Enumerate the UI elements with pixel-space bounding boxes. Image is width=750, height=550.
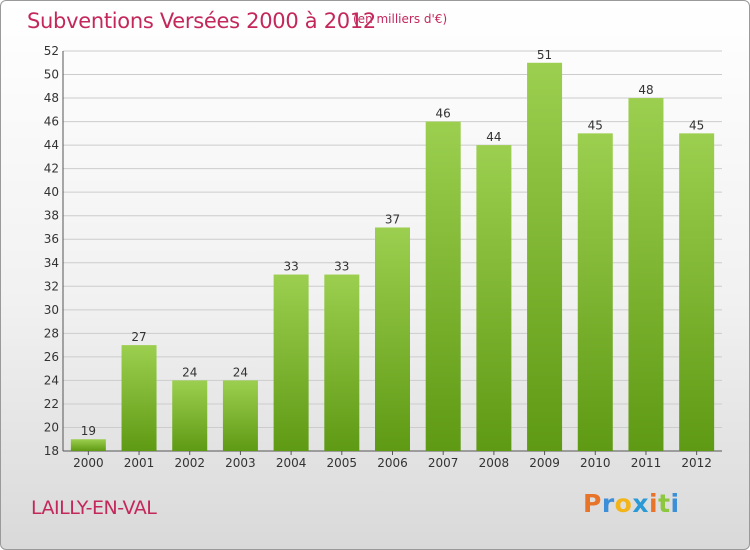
chart-subtitle: (en milliers d'€) <box>353 12 448 26</box>
x-tick-label: 2005 <box>327 456 358 470</box>
value-label-2011: 48 <box>638 83 653 97</box>
value-label-2010: 45 <box>588 118 603 132</box>
y-tick-label: 34 <box>44 256 59 270</box>
bar-2012 <box>679 133 715 451</box>
value-label-2004: 33 <box>283 260 298 274</box>
logo-letter: i <box>649 489 659 518</box>
logo-letter: x <box>632 489 649 518</box>
bars <box>70 62 715 452</box>
y-tick-label: 48 <box>44 91 59 105</box>
value-label-2002: 24 <box>182 365 197 379</box>
y-tick-label: 38 <box>44 209 59 223</box>
value-label-2007: 46 <box>436 107 451 121</box>
y-tick-label: 22 <box>44 397 59 411</box>
y-tick-label: 20 <box>44 420 59 434</box>
bar-2006 <box>375 227 410 451</box>
place-name: LAILLY-EN-VAL <box>31 497 157 519</box>
y-tick-label: 24 <box>44 373 59 387</box>
y-tick-label: 18 <box>44 444 59 458</box>
value-label-2012: 45 <box>689 118 704 132</box>
bar-2000 <box>70 439 106 451</box>
bar-2008 <box>476 145 512 451</box>
value-label-2008: 44 <box>486 130 501 144</box>
y-tick-label: 46 <box>44 115 59 129</box>
value-label-2000: 19 <box>81 424 96 438</box>
y-tick-label: 40 <box>44 185 59 199</box>
y-tick-label: 28 <box>44 326 59 340</box>
bar-2005 <box>324 274 360 451</box>
x-tick-label: 2011 <box>631 456 662 470</box>
x-tick-label: 2012 <box>681 456 712 470</box>
proxiti-logo[interactable]: Proxiti <box>583 489 680 518</box>
axes: 18 20 22 24 26 28 30 32 34 36 38 40 42 44 46 48 50 52 2000… <box>44 44 722 470</box>
value-label-2009: 51 <box>537 48 552 62</box>
x-tick-label: 2006 <box>377 456 408 470</box>
logo-letter: P <box>583 489 602 518</box>
bar-2011 <box>628 98 664 451</box>
y-tick-label: 32 <box>44 279 59 293</box>
x-tick-label: 2002 <box>174 456 205 470</box>
value-labels: 19 27 24 24 33 33 37 46 44 51 45 48 45 <box>81 48 705 438</box>
logo-letter: o <box>614 489 633 518</box>
y-tick-label: 44 <box>44 138 59 152</box>
x-tick-label: 2008 <box>479 456 510 470</box>
value-label-2003: 24 <box>233 365 248 379</box>
bar-2009 <box>527 62 563 451</box>
x-tick-label: 2000 <box>73 456 104 470</box>
bar-2007 <box>425 121 461 452</box>
y-tick-label: 52 <box>44 44 59 58</box>
bar-2001 <box>121 345 157 451</box>
x-tick-label: 2003 <box>225 456 256 470</box>
bar-2002 <box>172 380 208 451</box>
logo-letter: i <box>670 489 680 518</box>
bar-2010 <box>577 133 613 451</box>
x-tick-label: 2010 <box>580 456 611 470</box>
value-label-2005: 33 <box>334 260 349 274</box>
y-tick-label: 30 <box>44 303 59 317</box>
logo-letter: t <box>658 489 671 518</box>
chart-title: Subventions Versées 2000 à 2012 <box>27 9 376 33</box>
value-label-2006: 37 <box>385 212 400 226</box>
y-tick-label: 36 <box>44 232 59 246</box>
y-tick-label: 50 <box>44 68 59 82</box>
x-tick-label: 2009 <box>529 456 560 470</box>
y-tick-label: 26 <box>44 350 59 364</box>
y-tick-label: 42 <box>44 162 59 176</box>
logo-letter: r <box>601 489 615 518</box>
bar-2003 <box>222 380 258 451</box>
x-tick-label: 2001 <box>124 456 155 470</box>
value-label-2001: 27 <box>131 330 146 344</box>
x-tick-label: 2004 <box>276 456 307 470</box>
bar-2004 <box>273 274 309 451</box>
x-tick-label: 2007 <box>428 456 459 470</box>
